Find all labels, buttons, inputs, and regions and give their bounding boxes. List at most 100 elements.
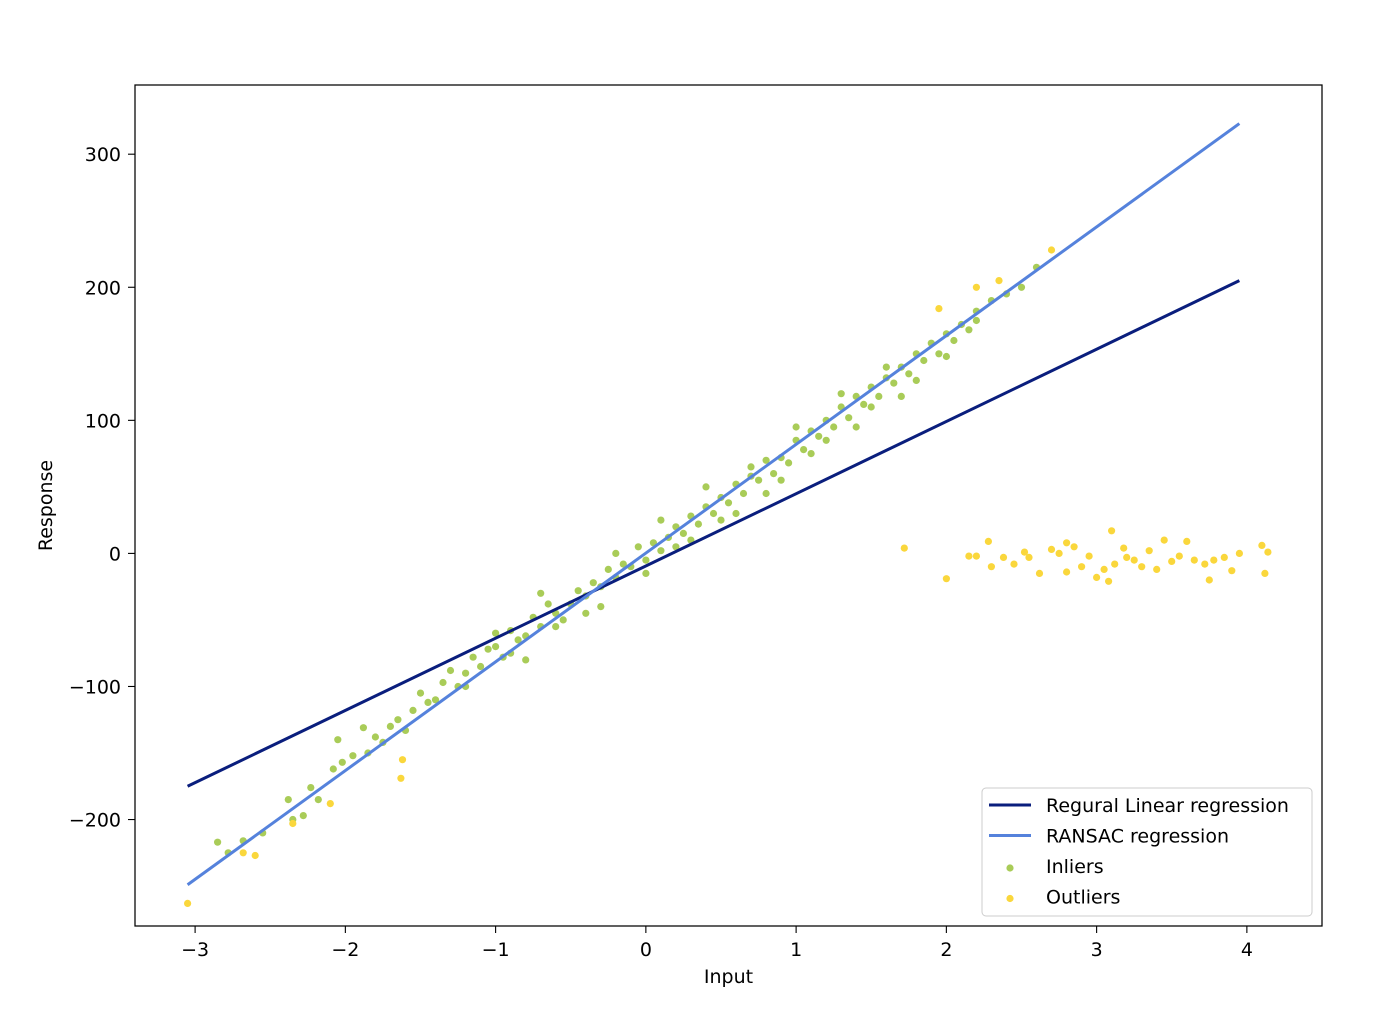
inlier-point — [762, 456, 770, 464]
inlier-point — [657, 547, 665, 555]
inlier-point — [807, 450, 815, 458]
x-tick-label: 2 — [940, 939, 952, 961]
inlier-point — [672, 543, 680, 551]
inlier-point — [284, 796, 292, 804]
outlier-point — [1055, 549, 1063, 558]
inlier-point — [307, 784, 315, 792]
outlier-point — [1105, 577, 1113, 585]
outlier-point — [239, 849, 247, 857]
inlier-point — [334, 736, 342, 744]
inlier-point — [338, 758, 346, 766]
x-tick-label: −1 — [482, 939, 510, 961]
outlier-point — [1205, 576, 1213, 584]
outlier-point — [1153, 565, 1161, 574]
inlier-point — [897, 392, 905, 400]
y-tick-label: 200 — [85, 277, 121, 299]
x-tick-label: −3 — [181, 939, 209, 961]
ticks-layer: −3 −2 −1 0 1 2 3 4 −200 −100 0 100 200 300 — [69, 144, 1253, 961]
inlier-point — [612, 549, 620, 558]
outlier-point — [251, 851, 259, 860]
outlier-point — [1145, 547, 1153, 555]
inlier-point — [815, 432, 823, 440]
legend-swatch-inliers — [1006, 864, 1014, 872]
inlier-point — [477, 662, 485, 671]
inlier-point — [785, 459, 793, 467]
inlier-point — [709, 509, 718, 518]
inlier-point — [777, 476, 785, 484]
inlier-point — [552, 623, 560, 631]
outlier-point — [1078, 563, 1086, 571]
x-tick-label: 1 — [790, 939, 802, 961]
inlier-point — [912, 376, 920, 384]
inlier-point — [619, 560, 627, 568]
ransac-regression-line — [186, 122, 1241, 886]
outlier-point — [1063, 539, 1071, 547]
inlier-point — [920, 356, 928, 365]
outlier-point — [984, 537, 993, 546]
inlier-point — [514, 636, 522, 644]
inlier-point — [349, 752, 357, 760]
outlier-point — [1108, 527, 1116, 535]
outlier-point — [1035, 569, 1044, 578]
outlier-point — [942, 575, 951, 583]
legend-label-ransac: RANSAC regression — [1046, 826, 1229, 848]
inlier-point — [822, 436, 830, 444]
inlier-point — [830, 423, 838, 431]
outlier-point — [900, 544, 908, 552]
inlier-point — [739, 489, 748, 498]
inlier-point — [717, 516, 725, 524]
outlier-point — [1175, 552, 1183, 560]
inlier-point — [642, 569, 650, 578]
outlier-point — [1261, 569, 1269, 578]
legend-label-outliers: Outliers — [1046, 887, 1120, 909]
inlier-point — [935, 350, 943, 358]
outlier-point — [1201, 560, 1209, 568]
outlier-point — [995, 277, 1003, 285]
inlier-point — [1017, 283, 1026, 291]
inlier-point — [890, 379, 898, 387]
inlier-point — [747, 463, 755, 471]
outlier-point — [1010, 560, 1018, 568]
inlier-point — [679, 529, 688, 538]
outlier-point — [1183, 537, 1191, 546]
outlier-point — [965, 552, 973, 560]
inlier-point — [694, 520, 703, 528]
y-tick-label: −100 — [69, 676, 121, 698]
inlier-point — [329, 765, 337, 773]
outlier-point — [1228, 567, 1236, 575]
inlier-point — [762, 489, 770, 498]
y-tick-label: −200 — [69, 810, 121, 832]
y-axis-label: Response — [35, 460, 57, 551]
inlier-point — [469, 653, 477, 661]
x-axis-label: Input — [704, 966, 753, 988]
x-tick-label: 3 — [1091, 939, 1103, 961]
inlier-point — [724, 499, 733, 507]
regular-regression-line — [186, 279, 1241, 788]
inlier-point — [299, 812, 307, 820]
legend: Regural Linear regression RANSAC regress… — [981, 787, 1313, 917]
inlier-point — [359, 724, 367, 732]
outlier-point — [935, 305, 943, 313]
outlier-point — [326, 800, 334, 808]
inlier-point — [544, 600, 552, 608]
inlier-point — [371, 733, 379, 741]
inlier-point — [882, 363, 890, 371]
outlier-point — [1190, 556, 1198, 564]
inlier-point — [522, 656, 530, 664]
inlier-point — [604, 565, 612, 574]
inlier-point — [702, 483, 710, 491]
inlier-point — [950, 336, 958, 345]
outlier-point — [289, 819, 297, 828]
outlier-point — [972, 283, 981, 291]
inlier-point — [875, 392, 883, 400]
outlier-point — [1085, 552, 1093, 560]
data-layer — [184, 122, 1272, 908]
inlier-point — [905, 370, 913, 378]
inlier-point — [439, 678, 447, 687]
inlier-point — [837, 390, 845, 398]
inlier-point — [597, 603, 605, 611]
outlier-point — [1168, 557, 1176, 566]
inlier-point — [634, 543, 642, 551]
inlier-point — [484, 645, 492, 653]
